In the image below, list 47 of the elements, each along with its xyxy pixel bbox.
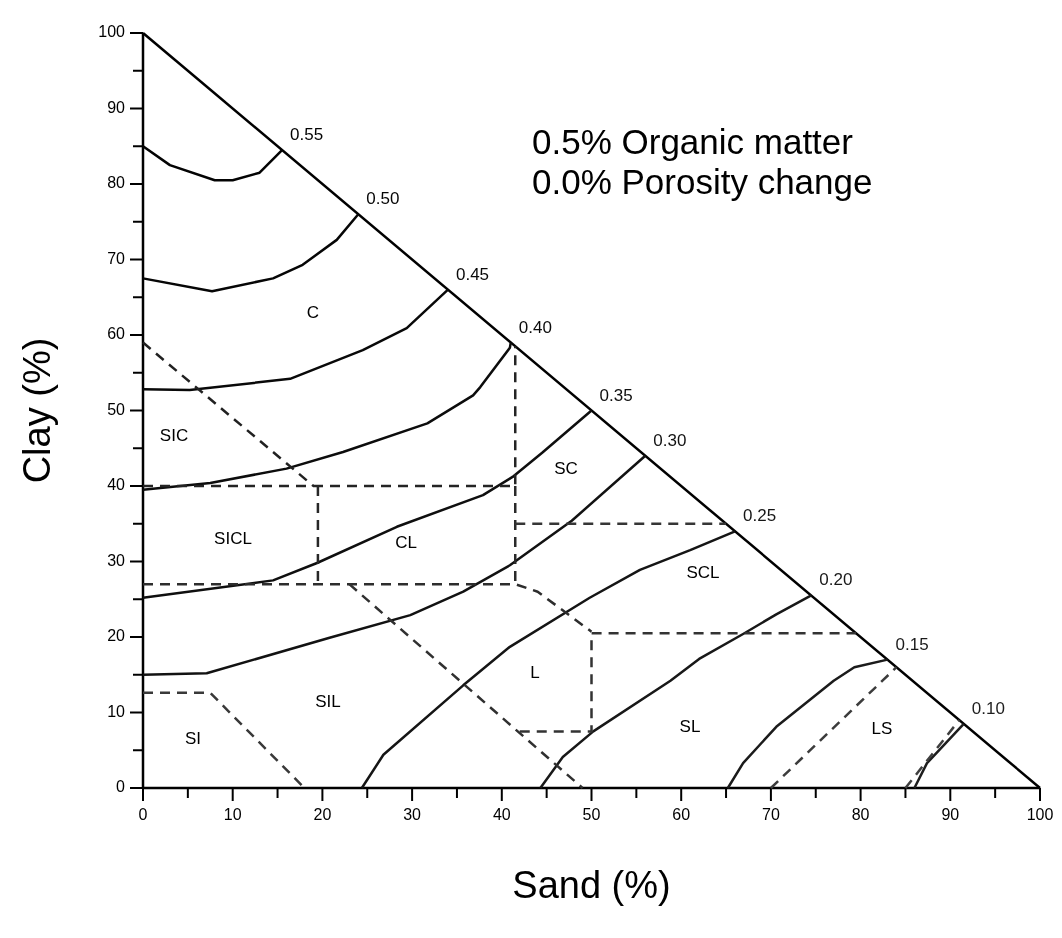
y-tick-label: 10 [107,702,126,720]
y-tick-label: 50 [107,400,126,418]
annotation: SICL [214,529,252,549]
annotation: SI [184,729,202,749]
series-label: 0.10 [971,698,1005,718]
x-tick-label: 100 [1026,806,1054,823]
x-tick-label: 0 [138,806,148,823]
annotation: SIC [159,426,189,446]
series-label: 0.30 [653,430,687,450]
y-tick-label: 40 [107,476,126,494]
series-label: 0.35 [599,385,633,405]
y-tick-label: 20 [107,627,126,645]
y-tick-label: 0 [116,778,126,796]
annotation: SL [679,717,701,737]
x-axis-title: Sand (%) [512,864,671,906]
x-tick-label: 20 [313,806,332,823]
x-tick-label: 70 [762,806,780,823]
annotation: SCL [686,563,720,583]
y-tick-label: 90 [107,98,126,116]
series-label: 0.20 [819,570,853,590]
x-tick-label: 30 [403,806,422,823]
annotation: L [530,663,540,683]
series-label: 0.45 [455,264,490,284]
x-tick-label: 50 [582,806,601,823]
annotation: 0.0% Porosity change [532,162,873,202]
y-tick-label: 100 [98,23,126,41]
series-label: 0.25 [743,506,777,526]
series-label: 0.50 [366,189,400,209]
series-label: 0.15 [895,634,929,654]
x-tick-label: 10 [223,806,242,823]
annotation: C [306,303,320,323]
series-label: 0.55 [290,125,324,145]
annotation: SC [554,459,578,479]
y-tick-label: 30 [107,551,126,569]
x-tick-label: 80 [851,806,870,823]
annotation: SIL [315,692,341,712]
series-label: 0.40 [518,317,552,337]
y-tick-label: 80 [107,174,126,192]
annotation: LS [871,719,893,739]
x-tick-label: 40 [492,806,511,823]
y-tick-label: 60 [107,325,126,343]
x-tick-label: 60 [672,806,691,823]
annotation: 0.5% Organic matter [532,122,854,162]
y-axis-title: Clay (%) [16,337,58,484]
annotation: CL [395,533,417,553]
x-tick-label: 90 [941,806,960,823]
y-tick-label: 70 [107,249,126,267]
